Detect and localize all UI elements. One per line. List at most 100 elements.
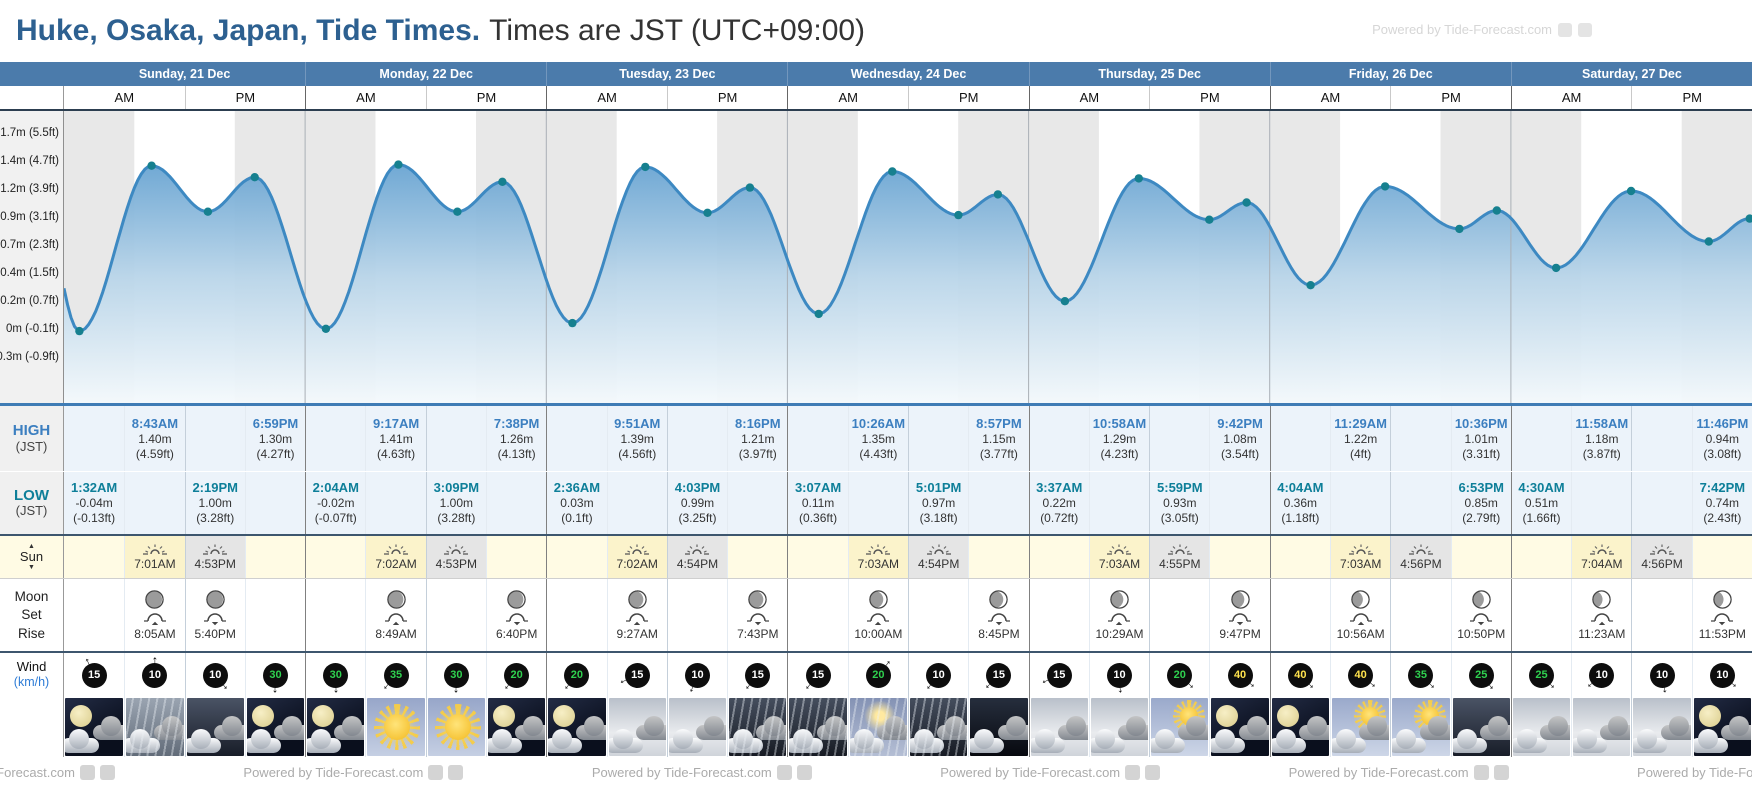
y-axis-tick: 1.7m (5.5ft) — [0, 127, 59, 139]
high-tide-cell: 6:59PM 1.30m (4.27ft) — [244, 406, 305, 471]
low-tide-height-ft: (0.36ft) — [799, 511, 838, 525]
sunset-cell: 4:53PM — [184, 536, 245, 578]
moonrise-icon — [1590, 613, 1613, 625]
tide-extreme-dot — [453, 207, 462, 216]
moon-cell: 11:23AM — [1571, 579, 1631, 651]
tide-extreme-dot — [745, 183, 755, 192]
cloud-graphic — [1693, 729, 1728, 753]
high-tide-cell — [1149, 406, 1209, 471]
weather-row-label — [0, 697, 64, 757]
wind-speed-badge: 40 — [1227, 662, 1253, 688]
footer-watermark: Powered by Tide-Forecast.com — [1637, 765, 1752, 780]
sunrise-time: 7:04AM — [1581, 557, 1623, 571]
low-tide-height-ft: (0.72ft) — [1040, 511, 1079, 525]
low-tide-cell — [124, 472, 184, 534]
cloud-graphic — [789, 729, 824, 753]
tide-extreme-dot — [641, 162, 650, 172]
sunrise-icon — [1107, 544, 1132, 555]
moonrise-time: 8:05AM — [134, 627, 176, 641]
moonrise-time: 8:49AM — [375, 627, 417, 641]
high-tide-cell — [305, 406, 365, 471]
low-tide-time: 3:09PM — [433, 480, 480, 495]
weather-icon-night — [1693, 698, 1751, 756]
wind-cell: ↑ 15 — [787, 653, 847, 697]
moon-cell — [64, 579, 124, 651]
wind-speed-badge: 10 — [1649, 662, 1675, 688]
moon-cell: 6:40PM — [485, 579, 546, 651]
sunset-time: 4:54PM — [676, 557, 719, 571]
wind-cell: ↑ 30 — [244, 653, 305, 697]
ampm-header-row: AM PM AM PM AM PM AM PM AM PM AM PM AM PM — [0, 86, 1752, 111]
sunset-icon — [685, 544, 710, 555]
pm-header: PM — [907, 86, 1029, 109]
wind-cell: ↑ 20 — [1149, 653, 1209, 697]
moonset-time: 6:40PM — [495, 627, 538, 641]
moonrise-icon — [1349, 613, 1372, 625]
high-tide-height-ft: (4.63ft) — [377, 446, 416, 461]
weather-cell — [1510, 697, 1571, 757]
cloud-graphic — [756, 716, 787, 740]
low-tide-height-m: -0.04m — [75, 496, 113, 510]
moon-cell: 9:27AM — [606, 579, 667, 651]
weather-icon-cloud — [1090, 698, 1149, 756]
moon-phase-icon — [507, 590, 526, 609]
low-tide-height-m: 0.99m — [680, 496, 715, 510]
moon-cell: 8:49AM — [365, 579, 425, 651]
high-tide-height-ft: (4.56ft) — [618, 446, 657, 461]
high-tide-height-ft: (4.43ft) — [859, 446, 898, 461]
tide-extreme-dot — [1455, 224, 1464, 234]
low-tide-cell — [485, 472, 546, 534]
sunset-cell: 4:54PM — [907, 536, 969, 578]
cloud-graphic — [1633, 729, 1668, 753]
cloud-graphic — [970, 729, 1005, 753]
wind-direction-arrow: ↑ — [151, 653, 159, 668]
y-axis-tick: 1.4m (4.7ft) — [0, 155, 59, 167]
weather-cell — [425, 697, 486, 757]
cloud-graphic — [93, 716, 124, 740]
weather-cell — [1028, 697, 1089, 757]
wind-cell: ↑ 40 — [1329, 653, 1390, 697]
title-bar: Huke, Osaka, Japan, Tide Times. Times ar… — [0, 0, 1752, 62]
weather-cell — [1390, 697, 1450, 757]
moon-graphic — [1216, 705, 1239, 727]
wind-cell: ↑ 10 — [1691, 653, 1752, 697]
pm-header: PM — [1631, 86, 1752, 109]
tide-extreme-dot — [1134, 174, 1144, 183]
sunset-icon — [926, 544, 951, 555]
high-tide-cell — [425, 406, 486, 471]
sunrise-cell: 7:03AM — [1329, 536, 1391, 578]
low-tide-time: 3:07AM — [794, 480, 842, 495]
low-tide-cell — [606, 472, 667, 534]
footer-watermark-text: Powered by Tide-Forecast.com — [243, 765, 424, 780]
moon-cell — [1028, 579, 1089, 651]
wind-cell: ↑ 15 — [1028, 653, 1089, 697]
sunrise-icon — [625, 544, 650, 555]
cloud-graphic — [1057, 716, 1088, 740]
wind-cell: ↑ 15 — [968, 653, 1028, 697]
low-tide-cell: 3:09PM 1.00m (3.28ft) — [425, 472, 486, 534]
cloud-graphic — [274, 716, 305, 740]
low-tide-cell: 4:03PM 0.99m (3.25ft) — [666, 472, 727, 534]
low-tide-cell: 4:30AM 0.51m (1.66ft) — [1510, 472, 1571, 534]
low-tide-cell: 6:53PM 0.85m (2.79ft) — [1450, 472, 1511, 534]
day-header-row: Sunday, 21 Dec Monday, 22 Dec Tuesday, 23 … — [0, 62, 1752, 86]
moon-cell: 10:56AM — [1329, 579, 1390, 651]
moon-phase-icon — [989, 590, 1009, 609]
footer-watermark-text: Powered by Tide-Forecast.com — [1288, 765, 1469, 780]
cloud-graphic — [65, 729, 99, 753]
high-tide-height-ft: (3.87ft) — [1582, 446, 1621, 461]
sunset-cell: 4:56PM — [1631, 536, 1692, 578]
tide-extreme-dot — [888, 167, 897, 176]
sunset-icon — [1167, 544, 1192, 555]
cloud-graphic — [1452, 729, 1487, 753]
low-tide-height-m: 0.85m — [1464, 496, 1498, 510]
weather-icon-cloud-dark — [1452, 698, 1510, 756]
moon-graphic — [1276, 705, 1299, 727]
weather-cell — [1088, 697, 1149, 757]
wind-unit-link[interactable]: (km/h) — [13, 675, 50, 690]
tide-extreme-dot — [321, 324, 331, 333]
weather-icon-sun-cloud — [1392, 698, 1450, 756]
high-tide-cell: 11:29AM 1.22m (4ft) — [1329, 406, 1390, 471]
cloud-graphic — [307, 729, 342, 753]
moonrise-time: 10:00AM — [854, 627, 903, 641]
